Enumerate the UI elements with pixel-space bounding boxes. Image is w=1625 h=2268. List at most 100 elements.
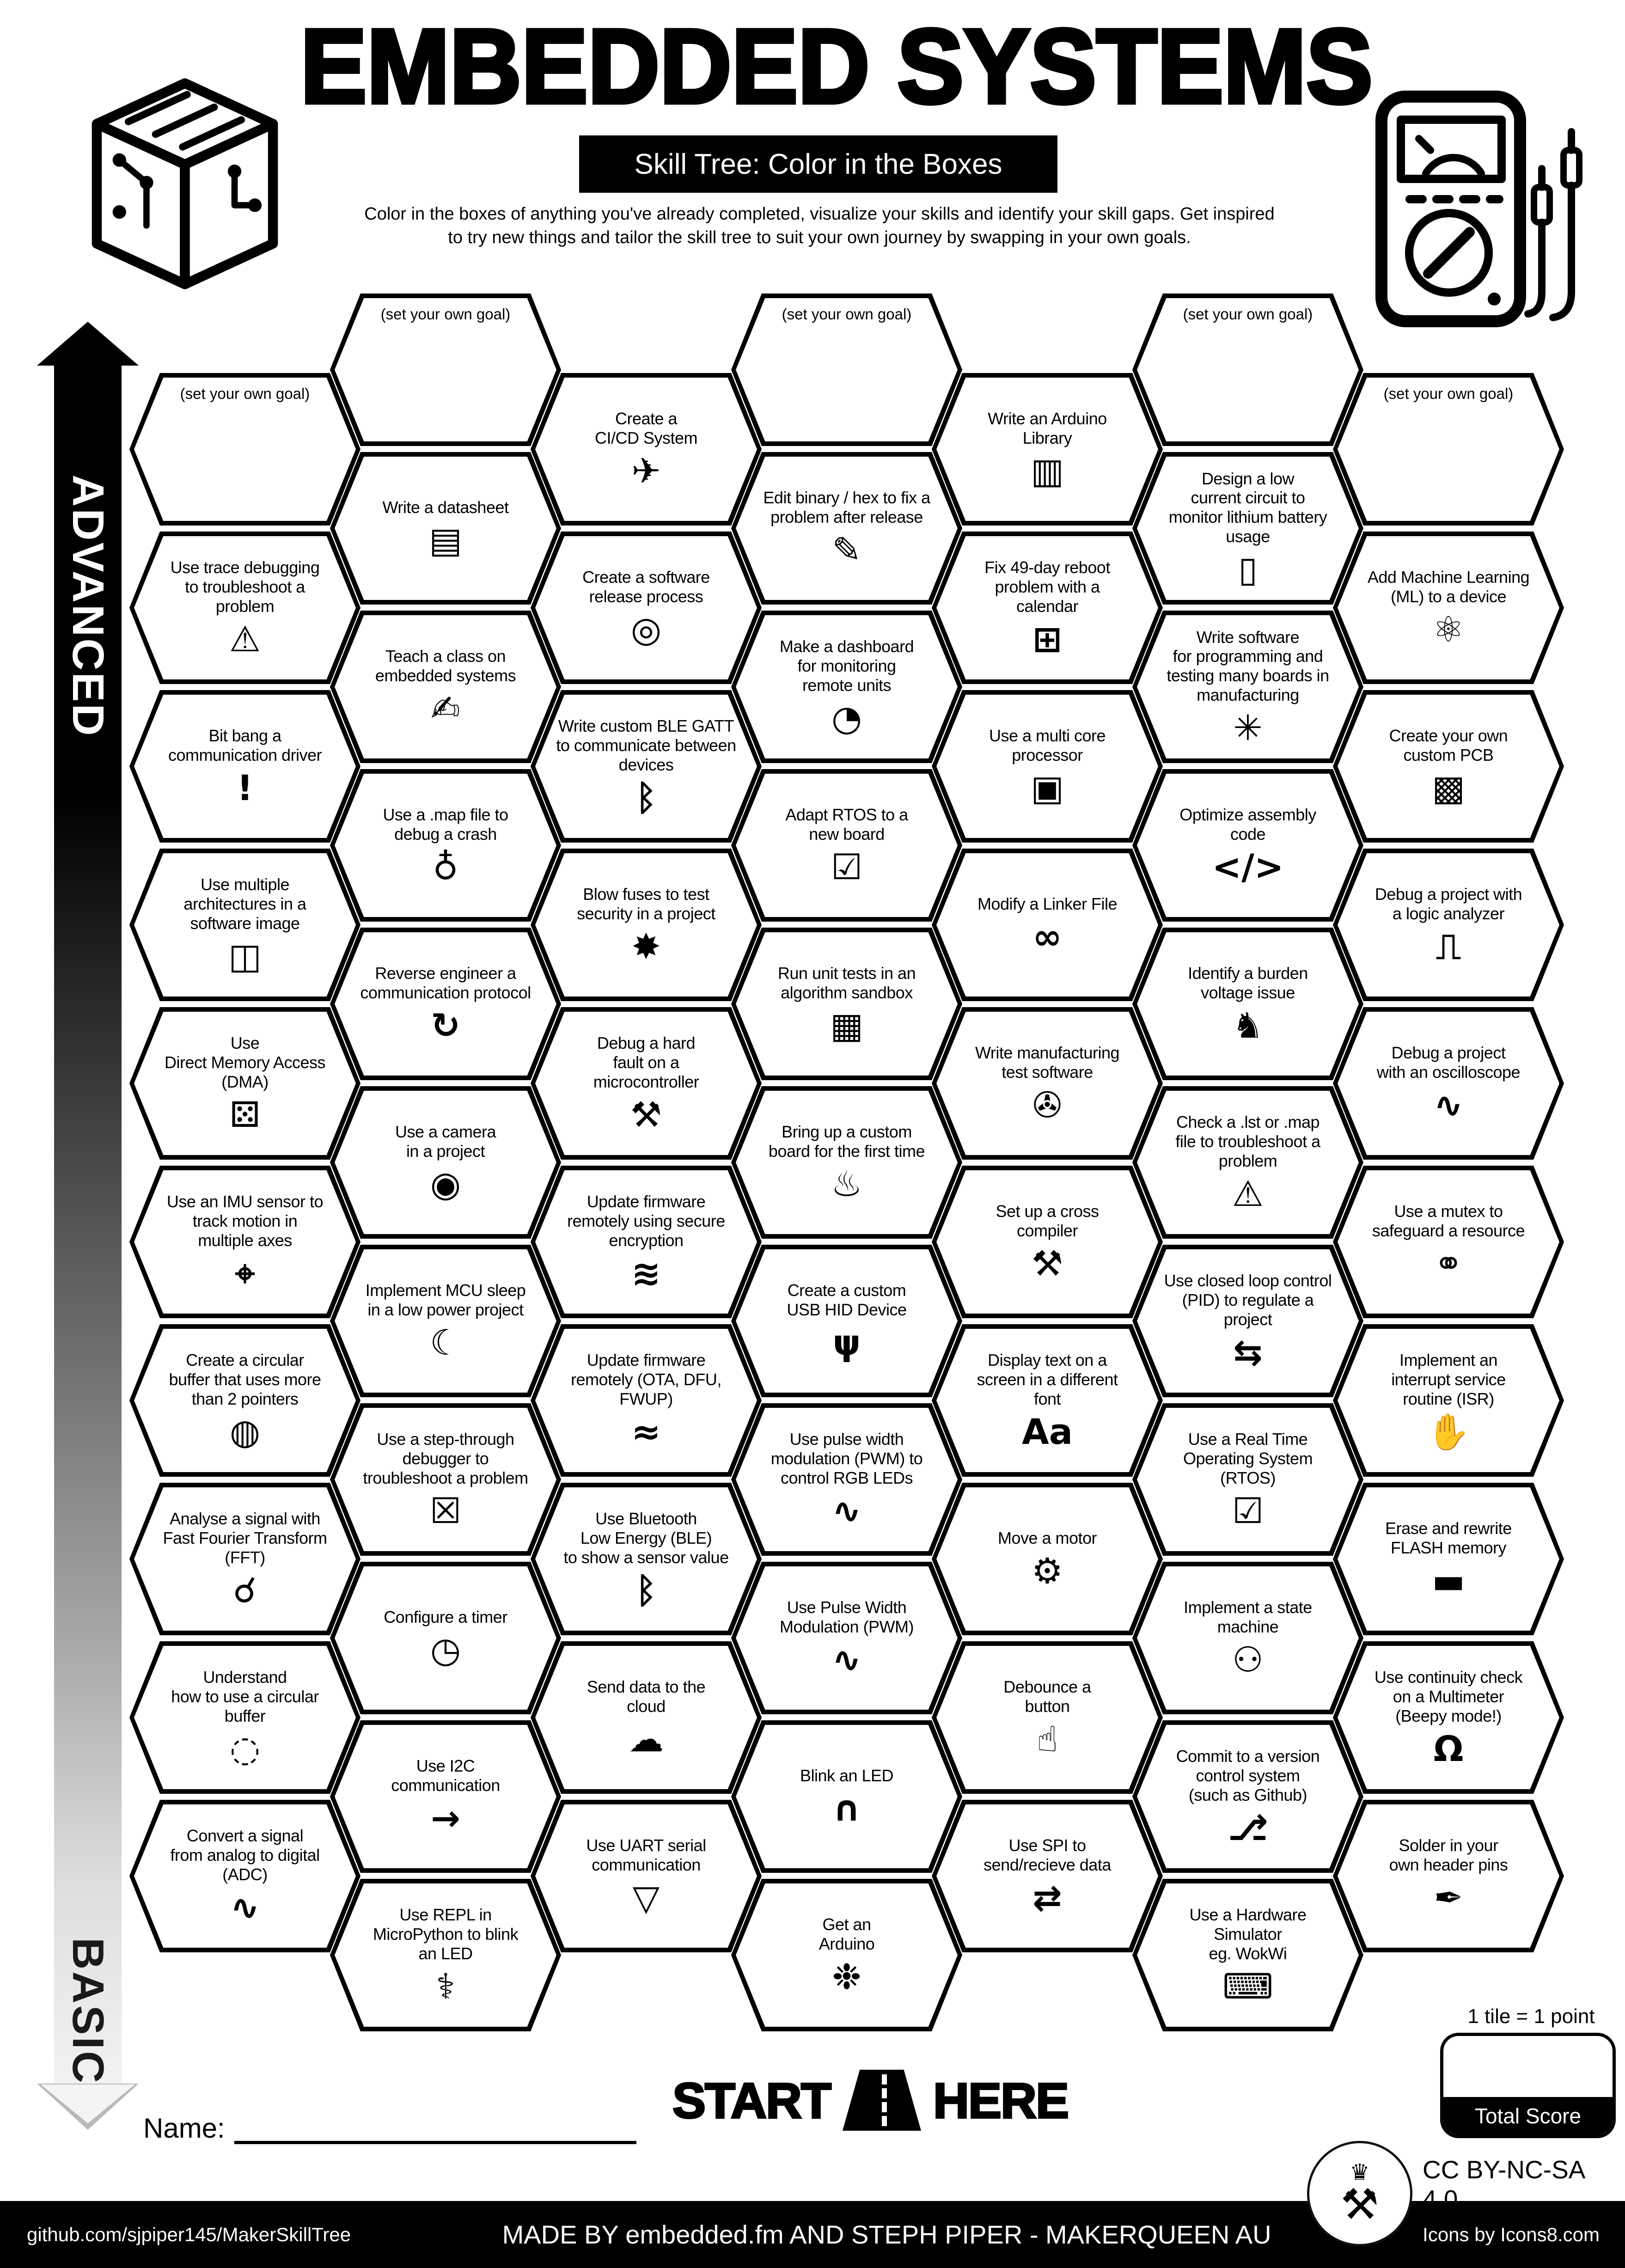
hex-reboot-49day[interactable]: Fix 49-day reboot problem with a calenda… xyxy=(932,532,1163,684)
hex-goal-b1[interactable]: (set your own goal) xyxy=(330,293,561,446)
hex-adc[interactable]: Convert a signal from analog to digital … xyxy=(129,1800,360,1952)
hex-pid-control[interactable]: Use closed loop control (PID) to regulat… xyxy=(1132,1245,1363,1397)
hex-linker-file[interactable]: Modify a Linker File ∞ xyxy=(932,849,1163,1001)
hex-multi-architectures[interactable]: Use multiple architectures in a software… xyxy=(129,849,360,1001)
hex-optimize-assembly[interactable]: Optimize assembly code </> xyxy=(1132,769,1363,922)
poster-title-art: EMBEDDED SYSTEMS xyxy=(299,10,1375,123)
hex-solder-headers[interactable]: Solder in your own header pins ✒ xyxy=(1333,1800,1564,1952)
hex-goal-c1[interactable]: (set your own goal) xyxy=(731,293,962,446)
hex-edit-binary[interactable]: Edit binary / hex to fix a problem after… xyxy=(731,452,962,605)
hex-fft[interactable]: Analyse a signal with Fast Fourier Trans… xyxy=(129,1483,360,1635)
hex-display-font[interactable]: Display text on a screen in a different … xyxy=(932,1324,1163,1477)
hex-dashboard[interactable]: Make a dashboard for monitoring remote u… xyxy=(731,611,962,763)
hex-release-process[interactable]: Create a software release process ◎ xyxy=(531,532,762,684)
hex-ci-cd[interactable]: Create a CI/CD System ✈ xyxy=(531,373,762,526)
hex-fill xyxy=(134,1487,356,1631)
hex-debounce-button[interactable]: Debounce a button ☝ xyxy=(932,1641,1163,1794)
total-score-label: Total Score xyxy=(1443,2097,1613,2135)
hex-burden-voltage[interactable]: Identify a burden voltage issue ♞ xyxy=(1132,928,1363,1080)
hex-label: (set your own goal) xyxy=(1383,385,1514,402)
page-title: EMBEDDED SYSTEMS xyxy=(300,10,1373,123)
hex-flash-memory[interactable]: Erase and rewrite FLASH memory ▬ xyxy=(1333,1483,1564,1635)
hex-board-bringup[interactable]: Bring up a custom board for the first ti… xyxy=(731,1086,962,1239)
hex-content: Update firmware remotely (OTA, DFU, FWUP… xyxy=(536,1330,756,1471)
hex-circular-buffer[interactable]: Understand how to use a circular buffer ◌ xyxy=(129,1641,360,1794)
hex-multi-core[interactable]: Use a multi core processor ▣ xyxy=(932,690,1163,843)
hex-mfg-programming[interactable]: Write software for programming and testi… xyxy=(1132,611,1363,763)
hex-continuity-check[interactable]: Use continuity check on a Multimeter (Be… xyxy=(1333,1641,1564,1794)
hex-imu-sensor[interactable]: Use an IMU sensor to track motion in mul… xyxy=(129,1166,360,1318)
hex-check-lst-map[interactable]: Check a .lst or .map file to troubleshoo… xyxy=(1132,1086,1363,1239)
hex-label: (set your own goal) xyxy=(782,306,912,323)
hex-rtos[interactable]: Use a Real Time Operating System (RTOS) ☑ xyxy=(1132,1403,1363,1556)
hex-spi[interactable]: Use SPI to send/recieve data ⇄ xyxy=(932,1800,1163,1952)
hex-pwm-rgb[interactable]: Use pulse width modulation (PWM) to cont… xyxy=(731,1403,962,1556)
hex-reverse-engineer[interactable]: Reverse engineer a communication protoco… xyxy=(330,928,561,1080)
hex-low-current-circuit[interactable]: Design a low current circuit to monitor … xyxy=(1132,452,1363,605)
hex-label: (set your own goal) xyxy=(380,306,511,323)
hex-goal-d1[interactable]: (set your own goal) xyxy=(1132,293,1363,446)
magnifier-wave-icon: ☌ xyxy=(233,1569,257,1611)
footer-icons-credit[interactable]: Icons by Icons8.com xyxy=(1423,2223,1600,2245)
hex-content: Use Bluetooth Low Energy (BLE) to show a… xyxy=(536,1488,756,1630)
hex-content: Create your own custom PCB ▩ xyxy=(1338,696,1558,837)
hex-mutex[interactable]: Use a mutex to safeguard a resource ⚭ xyxy=(1333,1166,1564,1318)
hex-version-control[interactable]: Commit to a version control system (such… xyxy=(1132,1720,1363,1873)
hex-blow-fuses[interactable]: Blow fuses to test security in a project… xyxy=(531,849,762,1001)
hex-cross-compiler[interactable]: Set up a cross compiler ⚒ xyxy=(932,1166,1163,1318)
hex-configure-timer[interactable]: Configure a timer ◷ xyxy=(330,1562,561,1714)
hex-content: Debounce a button ☝ xyxy=(937,1647,1157,1788)
hex-pwm[interactable]: Use Pulse Width Modulation (PWM) ∿ xyxy=(731,1562,962,1714)
total-score-box[interactable]: Total Score xyxy=(1440,2033,1616,2138)
hex-unit-tests[interactable]: Run unit tests in an algorithm sandbox ▦ xyxy=(731,928,962,1080)
hex-machine-learning[interactable]: Add Machine Learning (ML) to a device ⚛ xyxy=(1333,532,1564,684)
hex-goal-e1[interactable]: (set your own goal) xyxy=(1333,373,1564,526)
arrow-nodes-icon: → xyxy=(431,1797,460,1839)
hex-fw-ota[interactable]: Update firmware remotely (OTA, DFU, FWUP… xyxy=(531,1324,762,1477)
hex-adapt-rtos[interactable]: Adapt RTOS to a new board ☑ xyxy=(731,769,962,922)
hex-ble-gatt[interactable]: Write custom BLE GATT to communicate bet… xyxy=(531,690,762,843)
hex-content: Use pulse width modulation (PWM) to cont… xyxy=(737,1409,957,1550)
hex-label: Blow fuses to test security in a project xyxy=(577,885,715,923)
hex-circular-buffer-pointers[interactable]: Create a circular buffer that uses more … xyxy=(129,1324,360,1477)
hex-cloud-data[interactable]: Send data to the cloud ☁ xyxy=(531,1641,762,1794)
hex-custom-pcb[interactable]: Create your own custom PCB ▩ xyxy=(1333,690,1564,843)
hex-label: Use a step-through debugger to troublesh… xyxy=(363,1430,528,1487)
hex-map-file-crash[interactable]: Use a .map file to debug a crash ♁ xyxy=(330,769,561,922)
hex-move-motor[interactable]: Move a motor ⚙ xyxy=(932,1483,1163,1635)
hex-fill xyxy=(134,1804,356,1948)
hex-ble-sensor[interactable]: Use Bluetooth Low Energy (BLE) to show a… xyxy=(531,1483,762,1635)
hex-bit-bang[interactable]: Bit bang a communication driver! xyxy=(129,690,360,843)
hex-camera-project[interactable]: Use a camera in a project ◉ xyxy=(330,1086,561,1239)
hex-usb-hid[interactable]: Create a custom USB HID Device ψ xyxy=(731,1245,962,1397)
hex-mfg-test-software[interactable]: Write manufacturing test software ✇ xyxy=(932,1007,1163,1160)
hex-step-through-debugger[interactable]: Use a step-through debugger to troublesh… xyxy=(330,1403,561,1556)
motor-icon: ⚙ xyxy=(1031,1550,1063,1591)
hex-goal-a1[interactable]: (set your own goal) xyxy=(129,373,360,526)
hex-hard-fault[interactable]: Debug a hard fault on a microcontroller ⚒ xyxy=(531,1007,762,1160)
hex-get-arduino[interactable]: Get an Arduino ❉ xyxy=(731,1879,962,2031)
hex-fw-secure-update[interactable]: Update firmware remotely using secure en… xyxy=(531,1166,762,1318)
hex-teach-class[interactable]: Teach a class on embedded systems ✍ xyxy=(330,611,561,763)
hex-fill xyxy=(1137,1566,1359,1710)
hex-content: Move a motor ⚙ xyxy=(937,1488,1157,1630)
hex-dma[interactable]: Use Direct Memory Access (DMA) ⚄ xyxy=(129,1007,360,1160)
footer-repo-link[interactable]: github.com/sjpiper145/MakerSkillTree xyxy=(27,2223,351,2245)
hex-mcu-sleep[interactable]: Implement MCU sleep in a low power proje… xyxy=(330,1245,561,1397)
hex-content: Convert a signal from analog to digital … xyxy=(135,1805,355,1947)
hex-state-machine[interactable]: Implement a state machine ⚇ xyxy=(1132,1562,1363,1714)
hex-logic-analyzer[interactable]: Debug a project with a logic analyzer ⎍ xyxy=(1333,849,1564,1001)
hex-label: Write software for programming and testi… xyxy=(1167,627,1329,704)
hex-write-datasheet[interactable]: Write a datasheet ▤ xyxy=(330,452,561,605)
hex-isr[interactable]: Implement an interrupt service routine (… xyxy=(1333,1324,1564,1477)
hex-hardware-simulator[interactable]: Use a Hardware Simulator eg. WokWi ⌨ xyxy=(1132,1879,1363,2031)
hex-i2c[interactable]: Use I2C communication → xyxy=(330,1720,561,1873)
hex-repl-micropython[interactable]: Use REPL in MicroPython to blink an LED ⚕ xyxy=(330,1879,561,2031)
gear-loop-icon: ↻ xyxy=(431,1004,460,1046)
hex-blink-led[interactable]: Blink an LED ∩ xyxy=(731,1720,962,1873)
hex-trace-debugging[interactable]: Use trace debugging to troubleshoot a pr… xyxy=(129,532,360,684)
hex-arduino-library[interactable]: Write an Arduino Library ▥ xyxy=(932,373,1163,526)
name-input-line[interactable] xyxy=(234,2116,636,2144)
hex-oscilloscope[interactable]: Debug a project with an oscilloscope ∿ xyxy=(1333,1007,1564,1160)
hex-uart[interactable]: Use UART serial communication ▽ xyxy=(531,1800,762,1952)
